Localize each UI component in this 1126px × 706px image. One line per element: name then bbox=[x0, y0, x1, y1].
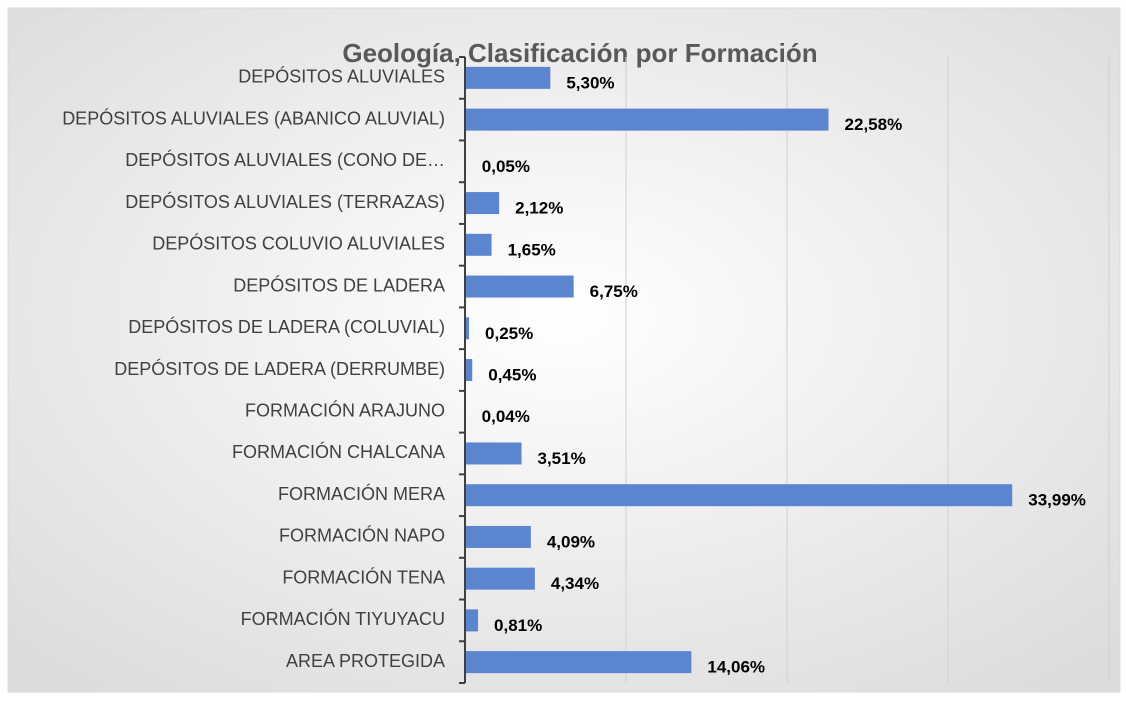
y-tick-label: DEPÓSITOS ALUVIALES (TERRAZAS) bbox=[125, 191, 445, 212]
data-label: 0,05% bbox=[482, 157, 530, 176]
bar bbox=[465, 275, 574, 298]
y-tick-label: DEPÓSITOS ALUVIALES (ABANICO ALUVIAL) bbox=[62, 107, 445, 128]
y-tick-label: FORMACIÓN TENA bbox=[282, 566, 445, 587]
y-tick-label: FORMACIÓN TIYUYACU bbox=[241, 608, 445, 629]
bar bbox=[465, 609, 479, 632]
data-label: 4,09% bbox=[547, 532, 595, 551]
bar bbox=[465, 359, 473, 381]
data-label: 0,45% bbox=[488, 365, 536, 384]
y-tick-label: FORMACIÓN MERA bbox=[278, 483, 445, 504]
bar bbox=[465, 317, 470, 340]
y-tick-label: DEPÓSITOS DE LADERA (DERRUMBE) bbox=[114, 358, 445, 379]
bar bbox=[465, 442, 522, 465]
data-label: 2,12% bbox=[515, 199, 563, 218]
data-label: 3,51% bbox=[538, 449, 586, 468]
bar bbox=[465, 233, 492, 256]
chart-title: Geología, Clasificación por Formación bbox=[342, 38, 817, 68]
data-label: 5,30% bbox=[566, 73, 614, 92]
data-label: 33,99% bbox=[1028, 491, 1086, 510]
data-label: 0,81% bbox=[494, 616, 542, 635]
bar bbox=[465, 525, 531, 548]
bar bbox=[465, 484, 1013, 507]
y-tick-label: FORMACIÓN CHALCANA bbox=[232, 441, 445, 462]
data-label: 4,34% bbox=[551, 574, 599, 593]
bar bbox=[465, 66, 551, 89]
y-tick-label: DEPÓSITOS COLUVIO ALUVIALES bbox=[152, 233, 445, 254]
y-tick-label: DEPÓSITOS DE LADERA (COLUVIAL) bbox=[128, 316, 445, 337]
y-tick-label: AREA PROTEGIDA bbox=[286, 651, 445, 671]
y-tick-label: DEPÓSITOS ALUVIALES (CONO DE… bbox=[125, 149, 445, 170]
bar bbox=[465, 192, 500, 215]
data-label: 6,75% bbox=[590, 282, 638, 301]
data-label: 0,25% bbox=[485, 324, 533, 343]
bar bbox=[465, 651, 692, 674]
data-label: 14,06% bbox=[707, 658, 765, 677]
y-tick-label: DEPÓSITOS DE LADERA bbox=[233, 274, 445, 295]
y-tick-label: FORMACIÓN NAPO bbox=[279, 525, 445, 546]
y-tick-label: FORMACIÓN ARAJUNO bbox=[245, 399, 445, 420]
bar bbox=[465, 567, 535, 590]
bar bbox=[465, 108, 829, 131]
data-label: 22,58% bbox=[845, 115, 903, 134]
y-tick-label: DEPÓSITOS ALUVIALES bbox=[238, 66, 445, 87]
data-label: 1,65% bbox=[508, 240, 556, 259]
data-label: 0,04% bbox=[482, 407, 530, 426]
